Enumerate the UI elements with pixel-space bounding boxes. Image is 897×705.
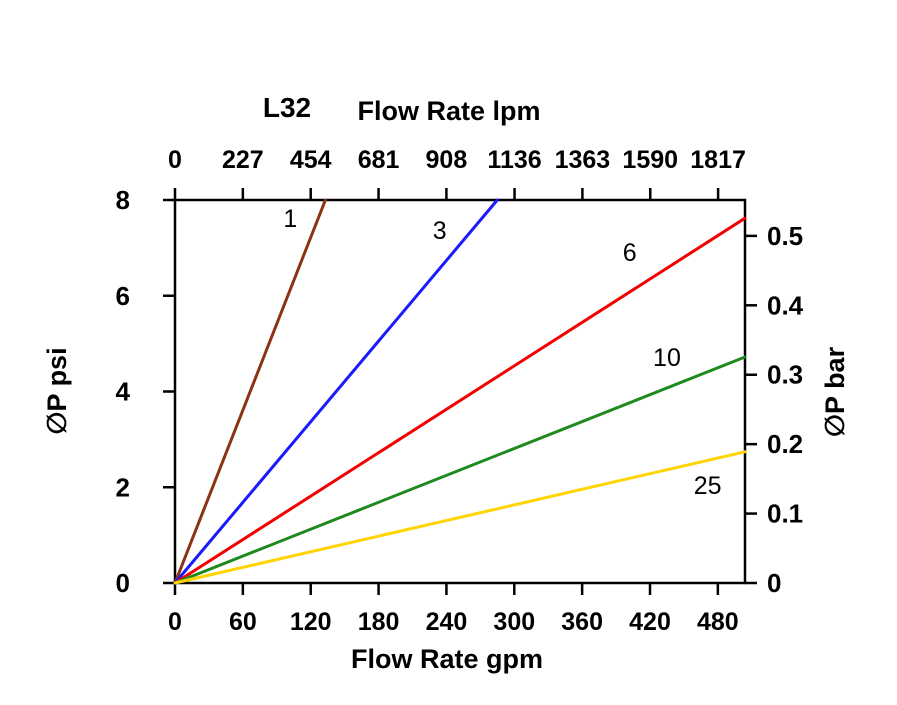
x-top-tick-label: 1363	[555, 146, 611, 174]
y-right-tick-label: 0.5	[767, 221, 803, 251]
series-label-25: 25	[694, 472, 722, 500]
x-bottom-tick-label: 300	[493, 608, 535, 636]
x-bottom-tick-label: 0	[168, 608, 182, 636]
series-label-10: 10	[653, 344, 681, 372]
x-bottom-tick-label: 120	[290, 608, 332, 636]
y-left-tick-label: 8	[116, 185, 130, 215]
series-label-3: 3	[433, 217, 447, 245]
y-left-tick-label: 6	[116, 281, 130, 311]
y-left-tick-label: 0	[116, 568, 130, 598]
bottom-axis-title: Flow Rate gpm	[351, 644, 543, 674]
x-bottom-tick-label: 480	[697, 608, 739, 636]
y-right-tick-label: 0.4	[767, 290, 804, 320]
x-bottom-tick-label: 60	[229, 608, 257, 636]
x-top-tick-label: 454	[290, 146, 332, 174]
x-top-tick-label: 1136	[487, 146, 541, 174]
y-right-tick-label: 0.3	[767, 360, 803, 390]
series-line-10	[173, 355, 747, 585]
x-top-tick-label: 0	[168, 146, 182, 174]
x-top-tick-label: 1817	[690, 146, 746, 174]
x-bottom-tick-label: 360	[561, 608, 603, 636]
series-line-1	[173, 198, 327, 585]
top-axis-title: Flow Rate lpm	[357, 96, 540, 126]
series-label-1: 1	[283, 205, 297, 233]
y-left-tick-label: 4	[116, 377, 131, 407]
right-axis-title: ∅P bar	[820, 346, 850, 437]
y-right-tick-label: 0.1	[767, 499, 803, 529]
series-line-6	[173, 216, 747, 585]
x-bottom-tick-label: 240	[426, 608, 468, 636]
x-bottom-tick-label: 180	[358, 608, 400, 636]
y-left-tick-label: 2	[116, 472, 130, 502]
left-axis-title: ∅P psi	[42, 347, 72, 434]
series-line-25	[173, 450, 747, 585]
model-title: L32	[263, 92, 311, 123]
y-right-tick-label: 0	[767, 568, 781, 598]
x-bottom-tick-label: 420	[629, 608, 671, 636]
x-top-tick-label: 227	[222, 146, 264, 174]
x-top-tick-label: 681	[358, 146, 400, 174]
y-right-tick-label: 0.2	[767, 429, 803, 459]
x-top-tick-label: 1590	[622, 146, 678, 174]
series-line-3	[173, 198, 499, 585]
series-label-6: 6	[623, 239, 637, 267]
x-top-tick-label: 908	[426, 146, 468, 174]
